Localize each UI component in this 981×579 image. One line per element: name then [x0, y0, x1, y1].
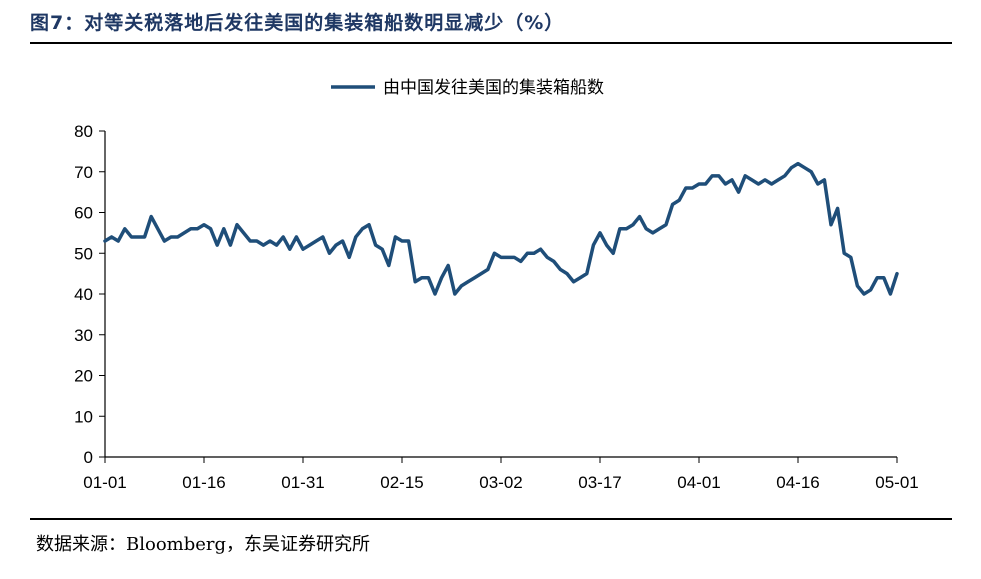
x-tick-label: 04-01	[677, 473, 720, 492]
x-tick-label: 04-16	[776, 473, 819, 492]
x-tick-label: 01-01	[83, 473, 126, 492]
legend: 由中国发往美国的集装箱船数	[331, 78, 604, 98]
figure-title: 图7：对等关税落地后发往美国的集装箱船数明显减少（%）	[30, 12, 565, 34]
y-tick-label: 70	[74, 163, 93, 182]
x-tick-label: 01-16	[182, 473, 225, 492]
y-tick-label: 40	[74, 285, 93, 304]
y-tick-label: 20	[74, 367, 93, 386]
plot-area	[103, 161, 899, 296]
source-note: 数据来源：Bloomberg，东吴证券研究所	[36, 534, 371, 555]
axes	[99, 130, 898, 463]
tick-labels: 0 10 20 30 40 50 60 70 80 01-01 01-16 01-31 02-15 03-…	[74, 122, 919, 492]
x-tick-label: 03-17	[578, 473, 621, 492]
x-tick-label: 01-31	[281, 473, 324, 492]
y-tick-label: 0	[84, 448, 93, 467]
y-tick-label: 60	[74, 204, 93, 223]
y-tick-label: 30	[74, 326, 93, 345]
x-tick-label: 05-01	[875, 473, 918, 492]
title-divider	[30, 42, 952, 44]
series-line	[103, 161, 899, 296]
y-tick-label: 10	[74, 407, 93, 426]
x-tick-label: 03-02	[479, 473, 522, 492]
y-tick-label: 50	[74, 244, 93, 263]
x-tick-label: 02-15	[380, 473, 423, 492]
legend-label: 由中国发往美国的集装箱船数	[383, 78, 604, 98]
source-divider	[30, 518, 952, 520]
y-tick-label: 80	[74, 122, 93, 141]
